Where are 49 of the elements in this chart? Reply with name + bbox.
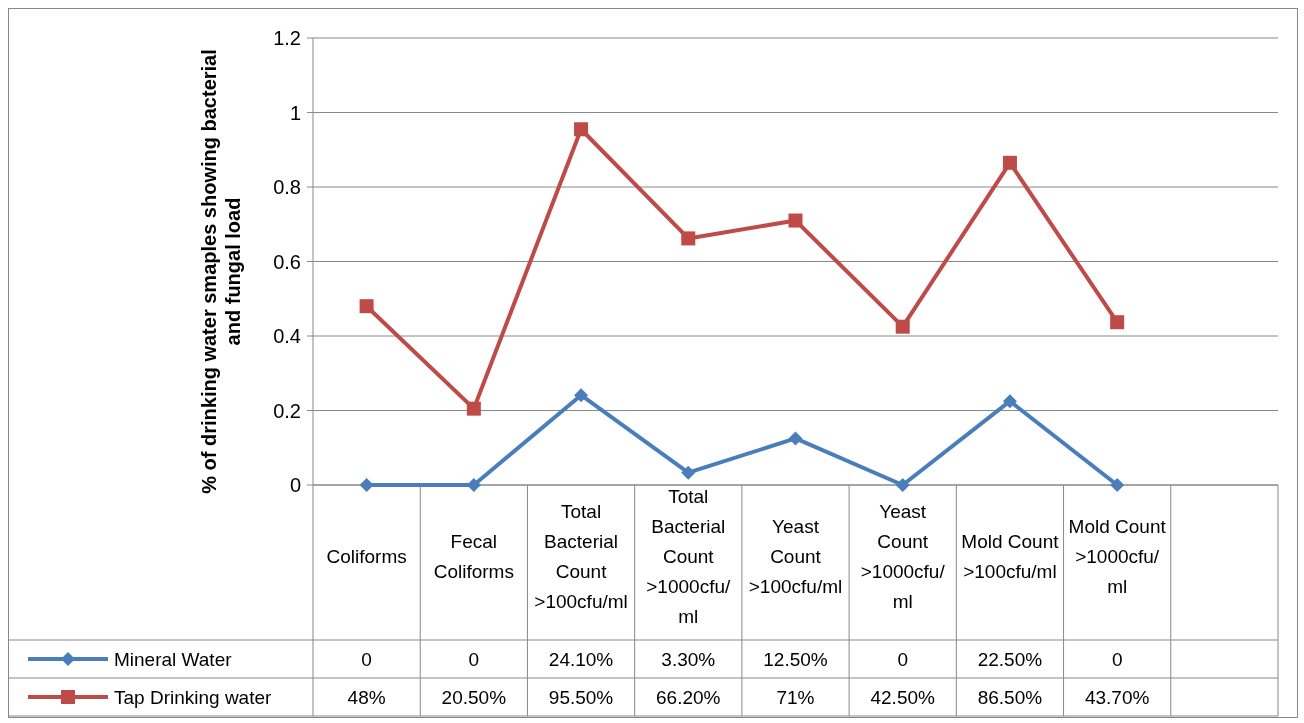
data-label: 42.50% [870, 686, 936, 708]
x-tick-label: Total Bacterial Count >100cfu/ml [534, 500, 628, 612]
data-label: 24.10% [548, 648, 614, 670]
data-label: 20.50% [441, 686, 507, 708]
point [466, 401, 481, 416]
data-label: 3.30% [661, 648, 716, 670]
data-label: 22.50% [977, 648, 1043, 670]
data-label: 0 [1111, 648, 1123, 670]
y-axis-title: % of drinking water smaples showing bacterial and fungal load [198, 49, 244, 494]
x-tick-label: Mold Count >100cfu/ml [961, 530, 1060, 582]
point [1002, 155, 1017, 170]
point [681, 231, 696, 246]
x-tick-label: Yeast Count >1000cfu/ml [860, 500, 946, 612]
data-label: 12.50% [763, 648, 828, 670]
y-tick-label: 0.6 [273, 250, 301, 273]
data-label: 66.20% [656, 686, 721, 708]
point [895, 319, 910, 334]
point [788, 213, 803, 228]
point [788, 431, 803, 446]
legend-label: Mineral Water [114, 648, 233, 670]
y-tick-label: 0.8 [273, 176, 301, 198]
data-label: 95.50% [548, 686, 614, 708]
point [681, 465, 696, 480]
data-label: 0 [361, 648, 372, 670]
point [574, 388, 589, 403]
data-label: 0 [897, 648, 909, 670]
data-label: 86.50% [977, 686, 1043, 708]
y-tick-label: 1 [289, 101, 301, 124]
data-label: 43.70% [1084, 686, 1150, 708]
point [359, 478, 374, 492]
y-tick-label: 0 [289, 474, 301, 496]
legend-label: Tap Drinking water [114, 686, 273, 708]
point [359, 299, 374, 314]
point [1110, 478, 1125, 492]
y-tick-label: 1.2 [273, 27, 301, 49]
x-tick-label: Fecal Coliforms [433, 530, 514, 582]
data-label: 48% [347, 686, 386, 708]
point [1002, 394, 1017, 409]
point [1110, 315, 1125, 330]
x-tick-label: Yeast Count >100cfu/ml [748, 515, 843, 597]
x-tick-label: Total Bacterial Count >1000cfu/ml [646, 485, 731, 627]
y-tick-label: 0.4 [273, 325, 301, 347]
point [574, 122, 589, 137]
data-label: 0 [468, 648, 480, 670]
point [895, 478, 910, 492]
x-tick-label: Mold Count >1000cfu/ml [1068, 515, 1167, 597]
y-tick-label: 0.2 [273, 399, 301, 422]
data-label: 71% [776, 686, 815, 708]
x-tick-label: Coliforms [326, 545, 407, 567]
